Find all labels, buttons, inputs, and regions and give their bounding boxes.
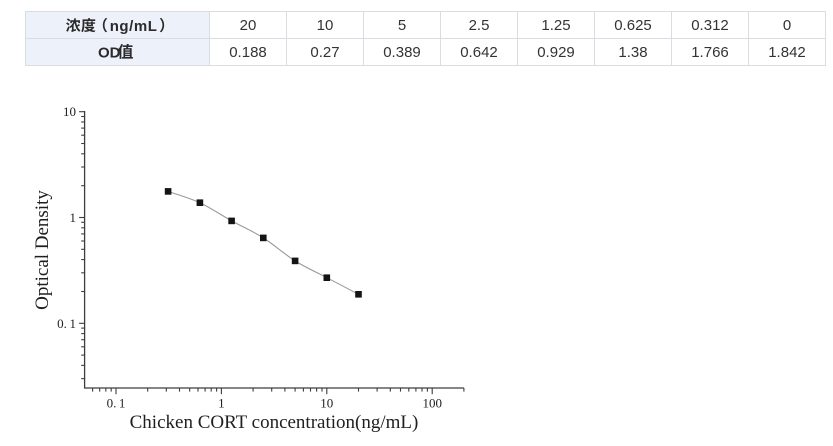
svg-text:1: 1	[70, 210, 77, 225]
svg-text:10: 10	[320, 396, 333, 411]
svg-text:OD: OD	[98, 44, 121, 61]
svg-text:Chicken CORT concentration(ng/: Chicken CORT concentration(ng/mL)	[130, 412, 419, 433]
svg-text:100: 100	[422, 396, 442, 411]
svg-text:0. 1: 0. 1	[107, 396, 126, 411]
svg-text:0. 1: 0. 1	[57, 316, 76, 331]
svg-text:Optical Density: Optical Density	[32, 190, 53, 310]
svg-text:1: 1	[218, 396, 225, 411]
svg-text:ng/mL: ng/mL	[110, 17, 158, 34]
svg-text:10: 10	[63, 104, 76, 119]
